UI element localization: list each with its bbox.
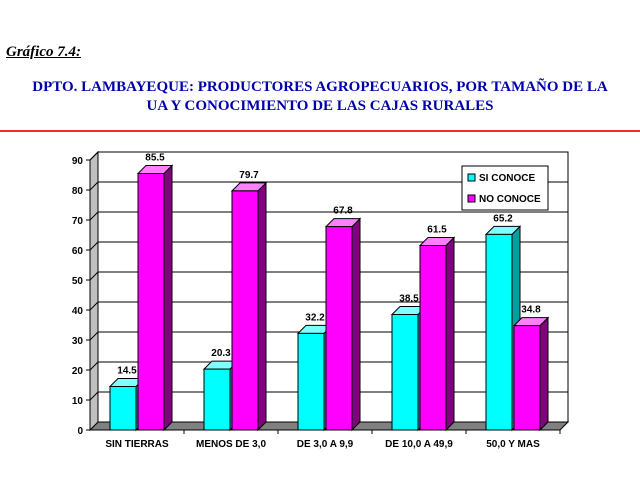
gridline-diag xyxy=(89,181,99,191)
y-tick-label: 80 xyxy=(72,186,84,197)
gridline-diag xyxy=(89,241,99,251)
x-tick-label: 50,0 Y MAS xyxy=(486,439,540,450)
y-tick-label: 90 xyxy=(72,156,84,167)
y-tick-label: 60 xyxy=(72,246,84,257)
bar xyxy=(419,245,447,431)
title-divider xyxy=(0,130,640,132)
legend-swatch xyxy=(467,173,476,182)
bar-side xyxy=(445,236,455,432)
x-tick-label: DE 10,0 A 49,9 xyxy=(385,439,453,450)
y-tick-label: 0 xyxy=(77,426,83,437)
bar-side xyxy=(257,181,267,432)
bar xyxy=(203,368,231,431)
y-tick-label: 10 xyxy=(72,396,84,407)
plot-side-wall xyxy=(89,150,99,432)
bar-side xyxy=(351,217,361,432)
bar xyxy=(513,325,541,431)
figure-label: Gráfico 7.4: xyxy=(6,44,81,60)
data-label: 85.5 xyxy=(145,153,165,164)
data-label: 20.3 xyxy=(211,348,231,359)
bar-side xyxy=(539,316,549,432)
x-tick-label: SIN TIERRAS xyxy=(105,439,169,450)
x-tick-label: MENOS DE 3,0 xyxy=(196,439,266,450)
bar-side xyxy=(163,164,173,432)
gridline-diag xyxy=(89,361,99,371)
bar xyxy=(137,173,165,431)
legend-label: NO CONOCE xyxy=(479,194,541,205)
bar xyxy=(485,233,513,431)
chart-title-line-1: DPTO. LAMBAYEQUE: PRODUCTORES AGROPECUAR… xyxy=(32,79,608,95)
legend-swatch xyxy=(467,194,476,203)
data-label: 79.7 xyxy=(239,170,259,181)
data-label: 65.2 xyxy=(493,213,513,224)
data-label: 32.2 xyxy=(305,312,325,323)
data-label: 67.8 xyxy=(333,206,353,217)
gridline-diag xyxy=(89,211,99,221)
chart-title-line-2: UA Y CONOCIMIENTO DE LAS CAJAS RURALES xyxy=(146,98,494,114)
gridline-diag xyxy=(89,331,99,341)
bar xyxy=(391,314,419,431)
y-tick-label: 40 xyxy=(72,306,84,317)
x-tick-label: DE 3,0 A 9,9 xyxy=(297,439,354,450)
data-label: 14.5 xyxy=(117,366,137,377)
gridline-diag xyxy=(89,271,99,281)
bar xyxy=(231,190,259,431)
bar xyxy=(297,332,325,431)
legend-box xyxy=(461,165,549,211)
y-tick-label: 70 xyxy=(72,216,84,227)
data-label: 34.8 xyxy=(521,305,541,316)
y-tick-label: 20 xyxy=(72,366,84,377)
bar xyxy=(109,386,137,431)
data-label: 61.5 xyxy=(427,225,447,236)
gridline-diag xyxy=(89,391,99,401)
gridline-diag xyxy=(89,301,99,311)
legend-label: SI CONOCE xyxy=(479,173,535,184)
chart-title: DPTO. LAMBAYEQUE: PRODUCTORES AGROPECUAR… xyxy=(0,78,640,116)
gridline-diag xyxy=(89,151,99,161)
bar xyxy=(325,226,353,431)
y-tick-label: 50 xyxy=(72,276,84,287)
data-label: 38.5 xyxy=(399,294,419,305)
y-tick-label: 30 xyxy=(72,336,84,347)
